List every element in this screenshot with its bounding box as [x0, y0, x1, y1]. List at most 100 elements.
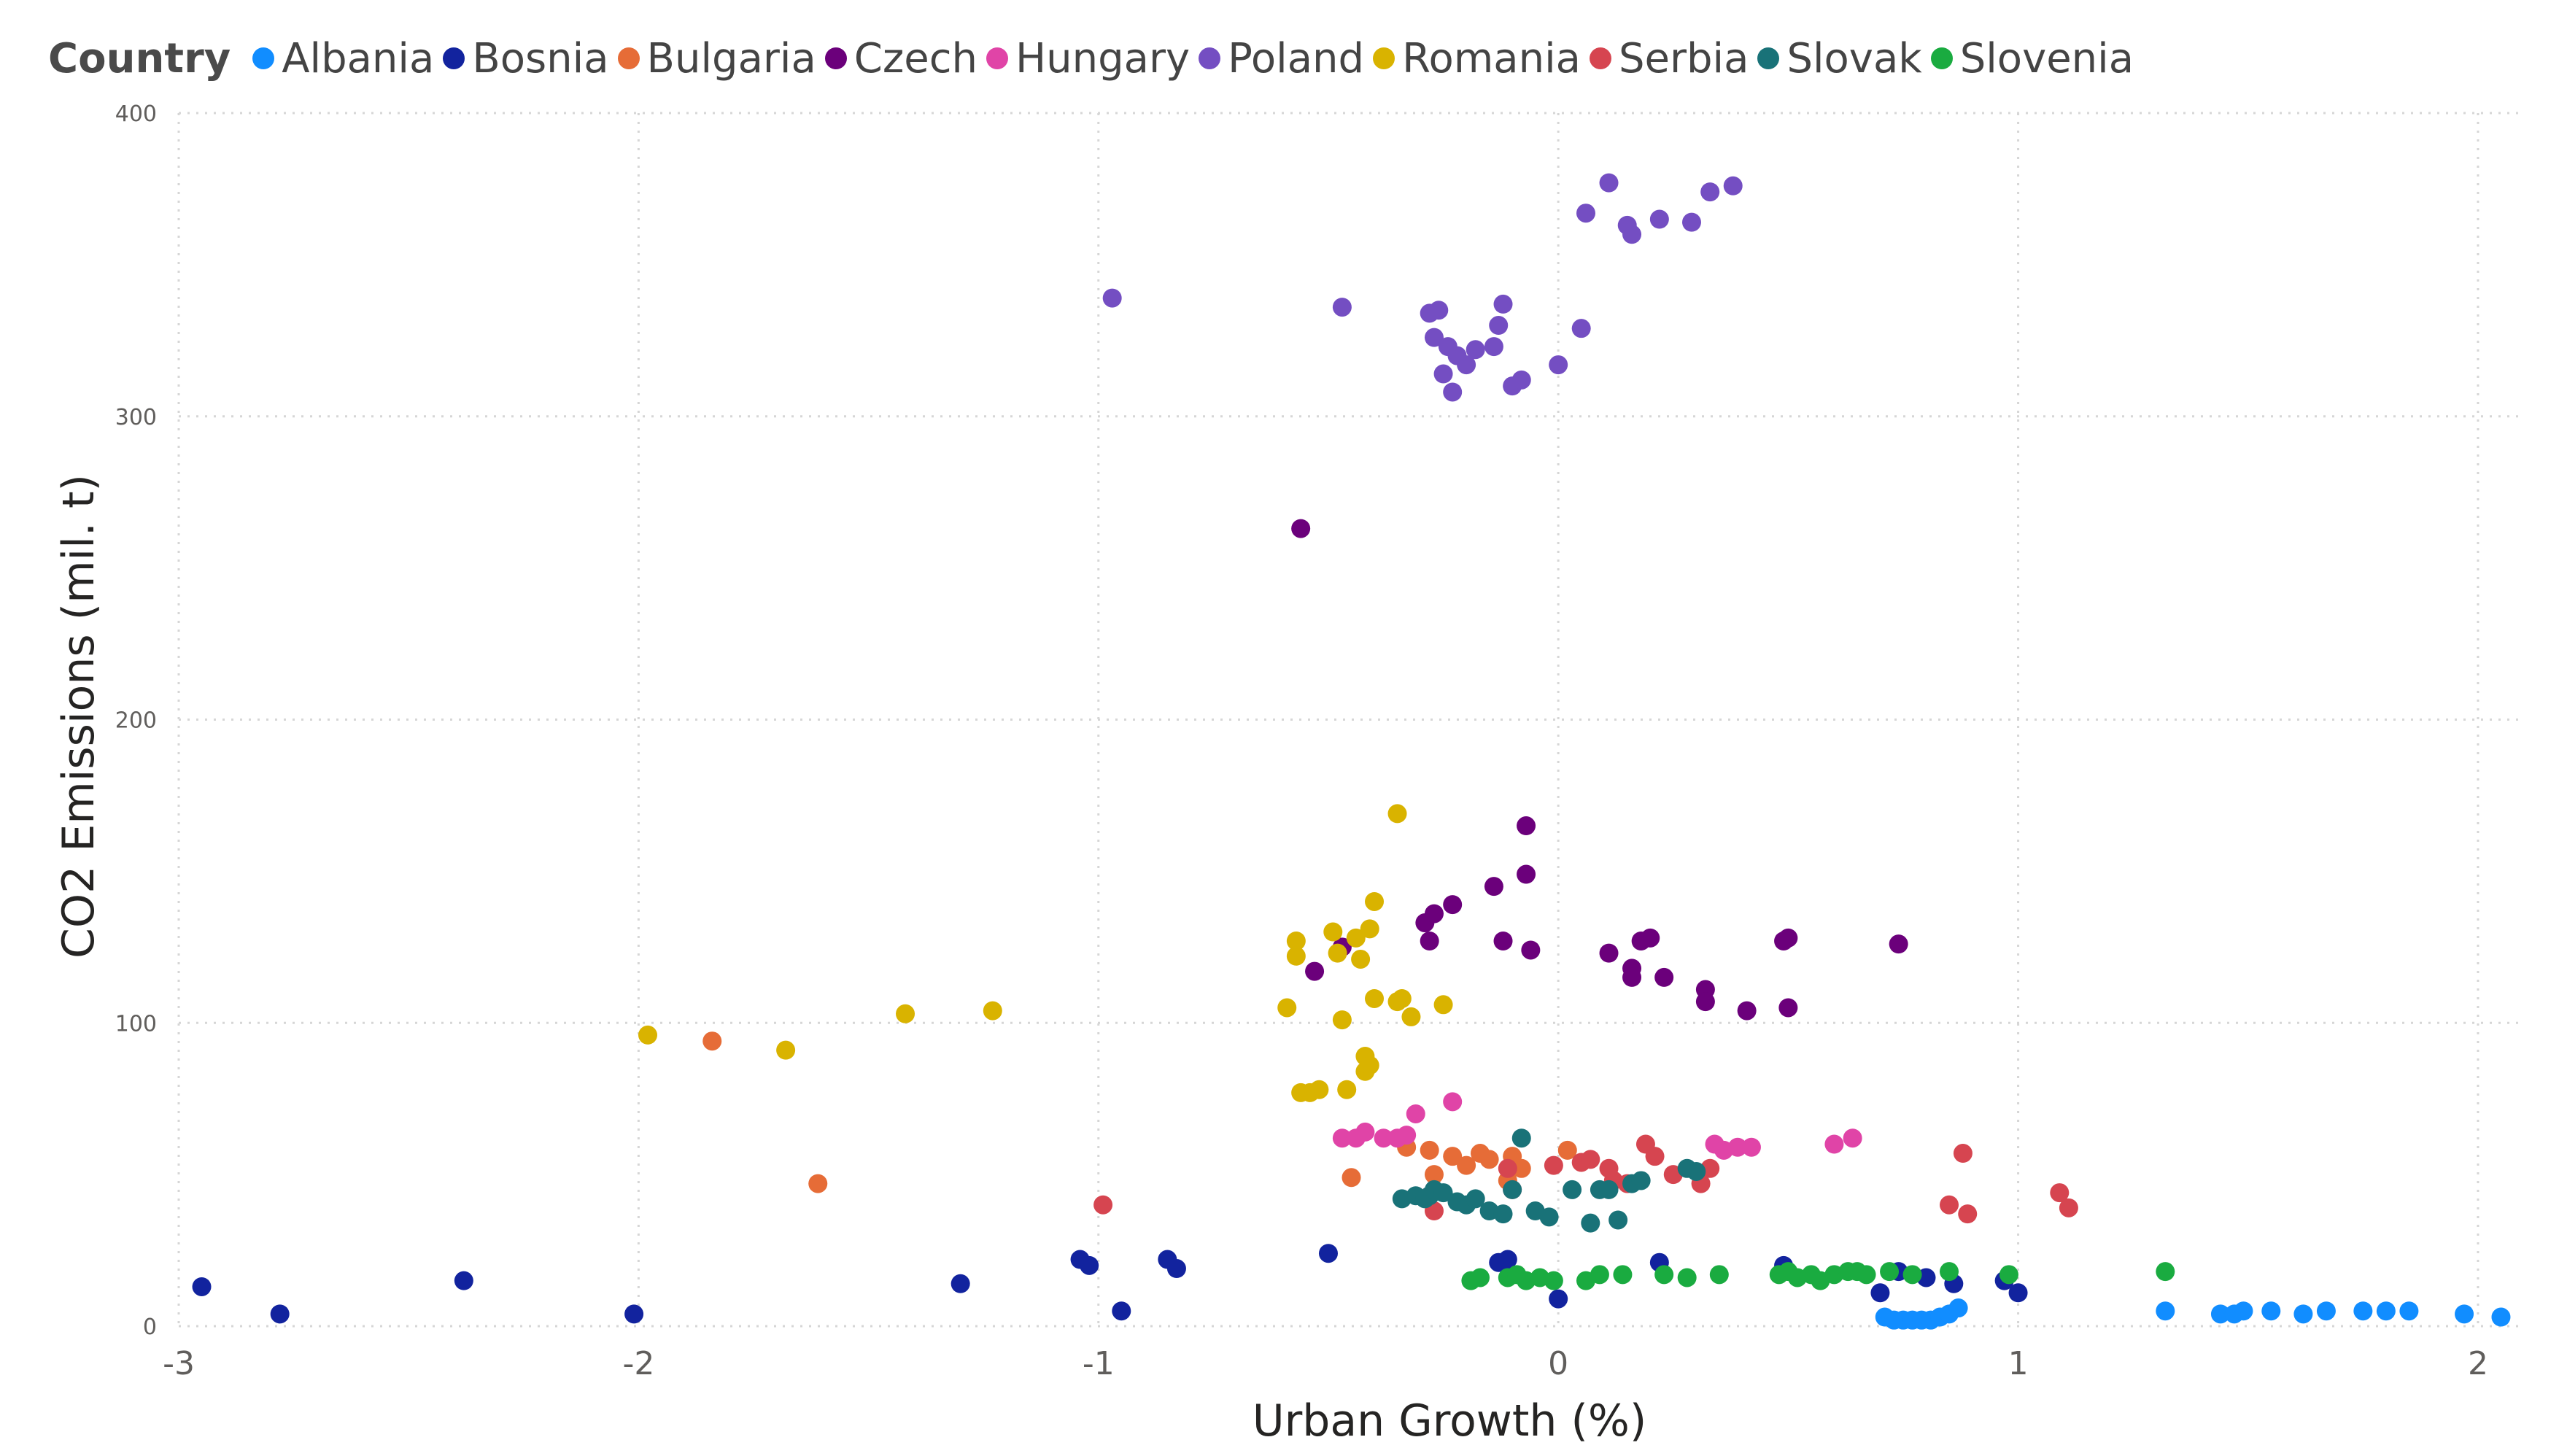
data-point-romania[interactable]: [1392, 988, 1412, 1008]
data-point-romania[interactable]: [1286, 931, 1306, 950]
data-point-hungary[interactable]: [1374, 1128, 1393, 1148]
data-point-slovenia[interactable]: [1544, 1271, 1563, 1290]
data-point-hungary[interactable]: [1332, 1128, 1352, 1148]
data-point-slovak[interactable]: [1631, 1171, 1651, 1190]
data-point-bosnia[interactable]: [1870, 1283, 1890, 1303]
data-point-poland[interactable]: [1700, 182, 1720, 202]
data-point-hungary[interactable]: [1355, 1122, 1375, 1142]
data-point-romania[interactable]: [1309, 1080, 1329, 1099]
data-point-bulgaria[interactable]: [1342, 1168, 1361, 1188]
data-point-hungary[interactable]: [1406, 1104, 1425, 1123]
data-point-albania[interactable]: [2234, 1301, 2253, 1321]
data-point-czech[interactable]: [1737, 1001, 1757, 1021]
data-point-poland[interactable]: [1429, 301, 1449, 320]
data-point-serbia[interactable]: [1498, 1158, 1517, 1178]
data-point-romania[interactable]: [896, 1004, 915, 1023]
data-point-romania[interactable]: [1365, 988, 1385, 1008]
data-point-bosnia[interactable]: [270, 1304, 290, 1324]
data-point-czech[interactable]: [1521, 940, 1541, 960]
data-point-slovenia[interactable]: [1857, 1265, 1876, 1285]
data-point-poland[interactable]: [1599, 173, 1619, 193]
data-point-bulgaria[interactable]: [1511, 1158, 1531, 1178]
data-point-poland[interactable]: [1433, 364, 1453, 384]
data-point-romania[interactable]: [1351, 949, 1371, 969]
data-point-bulgaria[interactable]: [1479, 1150, 1499, 1169]
data-point-slovak[interactable]: [1563, 1180, 1582, 1199]
data-point-poland[interactable]: [1332, 298, 1352, 317]
data-point-serbia[interactable]: [1093, 1195, 1113, 1215]
data-point-hungary[interactable]: [1843, 1128, 1862, 1148]
data-point-slovak[interactable]: [1539, 1207, 1559, 1227]
data-point-albania[interactable]: [2293, 1304, 2313, 1324]
data-point-czech[interactable]: [1424, 904, 1444, 923]
data-point-poland[interactable]: [1571, 319, 1591, 338]
data-point-slovenia[interactable]: [1590, 1265, 1609, 1285]
data-point-albania[interactable]: [1948, 1298, 1968, 1318]
legend-entry-bulgaria[interactable]: Bulgaria: [617, 35, 816, 82]
data-point-bulgaria[interactable]: [1420, 1140, 1439, 1160]
data-point-poland[interactable]: [1466, 340, 1485, 360]
data-point-hungary[interactable]: [1728, 1137, 1748, 1157]
data-point-bulgaria[interactable]: [702, 1031, 722, 1051]
data-point-slovenia[interactable]: [1613, 1265, 1633, 1285]
data-point-czech[interactable]: [1622, 967, 1642, 987]
data-point-slovak[interactable]: [1433, 1183, 1453, 1203]
data-point-romania[interactable]: [1323, 922, 1343, 942]
data-point-romania[interactable]: [983, 1001, 1002, 1021]
data-point-albania[interactable]: [2156, 1301, 2175, 1321]
data-point-czech[interactable]: [1641, 928, 1660, 948]
data-point-poland[interactable]: [1424, 328, 1444, 347]
data-point-czech[interactable]: [1443, 895, 1463, 915]
data-point-bulgaria[interactable]: [1443, 1147, 1463, 1166]
data-point-poland[interactable]: [1549, 355, 1568, 375]
legend-entry-serbia[interactable]: Serbia: [1589, 35, 1749, 82]
data-point-czech[interactable]: [1484, 877, 1503, 897]
data-point-hungary[interactable]: [1741, 1137, 1761, 1157]
data-point-bulgaria[interactable]: [1457, 1155, 1476, 1175]
legend-entry-hungary[interactable]: Hungary: [986, 35, 1190, 82]
data-point-serbia[interactable]: [1953, 1144, 1973, 1163]
data-point-albania[interactable]: [2399, 1301, 2419, 1321]
data-point-bosnia[interactable]: [1318, 1244, 1338, 1263]
data-point-bulgaria[interactable]: [1557, 1140, 1577, 1160]
data-point-bosnia[interactable]: [1112, 1301, 1131, 1321]
legend-entry-poland[interactable]: Poland: [1199, 35, 1364, 82]
legend-entry-slovak[interactable]: Slovak: [1757, 35, 1922, 82]
data-point-czech[interactable]: [1420, 931, 1439, 950]
data-point-poland[interactable]: [1723, 176, 1743, 195]
data-point-albania[interactable]: [2353, 1301, 2373, 1321]
data-point-serbia[interactable]: [1940, 1195, 1959, 1215]
legend-entry-czech[interactable]: Czech: [824, 35, 977, 82]
data-point-slovenia[interactable]: [1902, 1265, 1922, 1285]
data-point-romania[interactable]: [1286, 946, 1306, 966]
data-point-czech[interactable]: [1778, 998, 1798, 1018]
data-point-serbia[interactable]: [1581, 1150, 1600, 1169]
data-point-slovenia[interactable]: [1940, 1262, 1959, 1282]
data-point-poland[interactable]: [1484, 337, 1503, 357]
data-point-slovak[interactable]: [1503, 1180, 1522, 1199]
data-point-bosnia[interactable]: [192, 1277, 212, 1296]
data-point-hungary[interactable]: [1397, 1126, 1417, 1145]
data-point-albania[interactable]: [2455, 1304, 2474, 1324]
data-point-poland[interactable]: [1443, 382, 1463, 402]
data-point-czech[interactable]: [1517, 816, 1536, 836]
data-point-albania[interactable]: [2491, 1307, 2511, 1327]
data-point-bosnia[interactable]: [454, 1271, 473, 1290]
data-point-romania[interactable]: [1277, 998, 1297, 1018]
data-point-czech[interactable]: [1517, 864, 1536, 884]
data-point-bosnia[interactable]: [1549, 1289, 1568, 1309]
data-point-slovenia[interactable]: [1471, 1268, 1490, 1287]
data-point-slovak[interactable]: [1466, 1189, 1485, 1209]
data-point-poland[interactable]: [1649, 209, 1669, 229]
data-point-slovenia[interactable]: [2156, 1262, 2175, 1282]
data-point-czech[interactable]: [1778, 928, 1798, 948]
data-point-poland[interactable]: [1576, 204, 1595, 223]
legend-entry-romania[interactable]: Romania: [1373, 35, 1581, 82]
data-point-romania[interactable]: [776, 1040, 796, 1060]
data-point-hungary[interactable]: [1824, 1134, 1844, 1154]
data-point-serbia[interactable]: [2059, 1198, 2078, 1217]
data-point-slovenia[interactable]: [1654, 1265, 1674, 1285]
data-point-romania[interactable]: [1328, 943, 1347, 963]
data-point-bosnia[interactable]: [1498, 1250, 1517, 1269]
data-point-hungary[interactable]: [1443, 1092, 1463, 1112]
